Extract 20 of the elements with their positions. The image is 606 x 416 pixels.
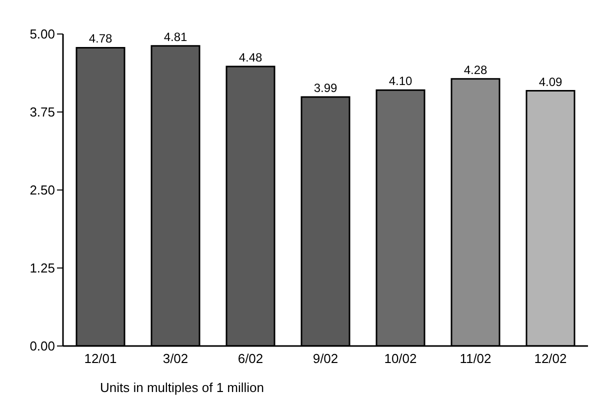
x-tick-label: 12/02 <box>534 351 567 366</box>
x-tick-label: 12/01 <box>84 351 117 366</box>
y-tick-label: 2.50 <box>30 182 55 198</box>
y-tick-label: 0.00 <box>30 338 55 354</box>
data-label: 4.09 <box>538 74 562 89</box>
y-tick-label: 3.75 <box>30 104 55 120</box>
data-label: 4.78 <box>88 32 112 46</box>
x-tick-label: 6/02 <box>238 351 264 366</box>
y-tick-label: 5.00 <box>30 26 55 42</box>
data-label: 3.99 <box>314 81 338 96</box>
x-tick-label: 9/02 <box>312 351 338 366</box>
text: Units in multiples of 1 million <box>100 380 266 395</box>
data-label: 4.48 <box>238 50 262 64</box>
data-label: 4.81 <box>164 30 188 44</box>
data-label: 4.28 <box>464 62 488 77</box>
y-tick-label: 1.25 <box>30 260 55 276</box>
x-tick-label: 10/02 <box>384 351 417 366</box>
x-tick-label: 3/02 <box>162 351 188 366</box>
x-tick-label: 11/02 <box>460 351 492 366</box>
data-label: 4.10 <box>388 74 412 88</box>
